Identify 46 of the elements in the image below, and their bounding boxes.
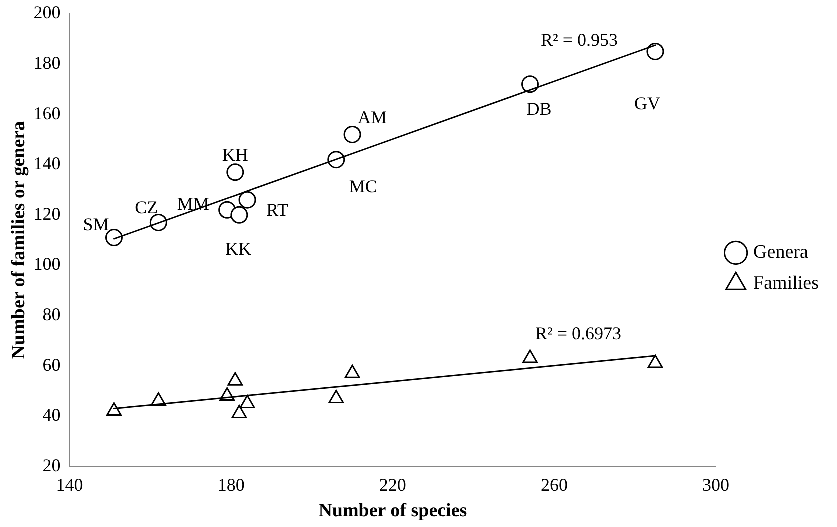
- y-tick-label: 40: [42, 405, 61, 426]
- annotation: RT: [266, 200, 288, 220]
- point: [344, 126, 362, 144]
- annotation: CZ: [135, 197, 158, 218]
- point: [105, 229, 123, 247]
- annotation: DB: [526, 99, 552, 120]
- point: [648, 354, 664, 368]
- x-tick-label: 300: [702, 475, 730, 496]
- point: [344, 364, 360, 378]
- y-tick-label: 80: [42, 304, 61, 324]
- y-tick-label: 60: [42, 354, 61, 375]
- legend-label: Genera: [754, 242, 809, 263]
- y-tick-label: 200: [34, 2, 61, 23]
- annotation: MM: [177, 194, 210, 214]
- point: [238, 191, 256, 209]
- y-tick-label: 140: [34, 154, 61, 174]
- point: [226, 164, 244, 182]
- point: [106, 402, 122, 416]
- y-tick-label: 160: [34, 103, 61, 124]
- y-axis-title: Number of families or genera: [8, 120, 30, 360]
- y-tick-label: 20: [42, 455, 61, 476]
- point: [230, 206, 248, 224]
- x-tick-label: 260: [540, 475, 568, 496]
- y-tick-label: 120: [34, 204, 61, 224]
- x-tick-label: 140: [56, 475, 84, 496]
- x-tick-label: 180: [218, 475, 245, 496]
- point: [646, 42, 664, 60]
- annotation: SM: [83, 214, 110, 235]
- point: [522, 76, 540, 94]
- point: [228, 372, 244, 386]
- annotation: AM: [358, 107, 388, 128]
- point: [232, 405, 248, 419]
- annotation: MC: [349, 176, 378, 197]
- point: [328, 390, 344, 404]
- point: [522, 350, 538, 364]
- annotation: KH: [222, 145, 248, 166]
- annotation: KK: [225, 238, 252, 259]
- point: [240, 394, 256, 408]
- y-tick-label: 180: [34, 53, 61, 74]
- y-tick-label: 100: [34, 254, 61, 274]
- annotation: R² = 0.6973: [535, 324, 622, 344]
- x-axis-title: Number of species: [318, 500, 468, 522]
- x-tick-label: 220: [379, 475, 406, 496]
- annotation: GV: [634, 93, 660, 114]
- annotation: R² = 0.953: [540, 30, 618, 50]
- legend-label: Families: [754, 272, 820, 294]
